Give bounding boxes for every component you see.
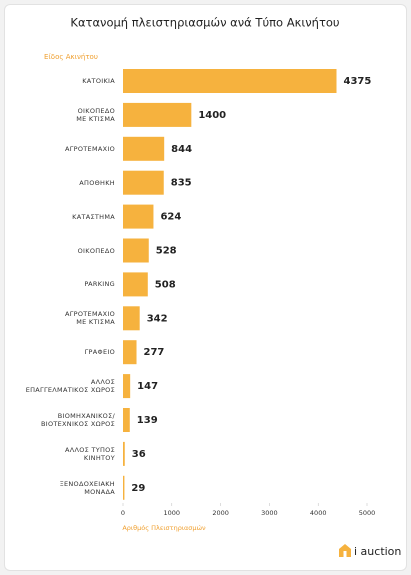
value-label: 844 <box>171 144 192 155</box>
y-tick-label: PARKING <box>84 280 115 289</box>
bar <box>123 102 192 127</box>
value-label: 528 <box>156 246 177 257</box>
value-label: 4375 <box>344 76 372 87</box>
x-tick-label: 3000 <box>261 509 278 517</box>
y-tick-label: ΟΙΚΟΠΕΔΟ ΜΕ ΚΤΙΣΜΑ <box>76 106 115 123</box>
y-tick-label: ΑΛΛΟΣ ΤΥΠΟΣ ΚΙΝΗΤΟΥ <box>65 445 115 462</box>
x-tick-label: 0 <box>121 509 125 517</box>
x-tick-label: 4000 <box>310 509 327 517</box>
y-tick-label: ΟΙΚΟΠΕΔΟ <box>77 246 115 255</box>
value-label: 29 <box>131 483 145 494</box>
y-tick-label: ΑΓΡΟΤΕΜΑΧΙΟ ΜΕ ΚΤΙΣΜΑ <box>64 310 115 327</box>
bar <box>123 306 140 331</box>
x-tick-label: 2000 <box>212 509 229 517</box>
value-label: 277 <box>144 347 165 358</box>
bar <box>123 69 337 93</box>
logo-icon <box>339 544 351 557</box>
bar <box>123 475 125 500</box>
bar <box>123 408 130 432</box>
y-tick-label: ΑΠΟΘΗΚΗ <box>79 178 115 187</box>
chart-title: Κατανομή πλειστηριασμών ανά Τύπο Ακινήτο… <box>70 16 339 30</box>
y-tick-label: ΑΓΡΟΤΕΜΑΧΙΟ <box>64 144 115 153</box>
x-tick-label: 5000 <box>359 509 376 517</box>
y-tick-label: ΓΡΑΦΕΙΟ <box>84 348 115 357</box>
x-tick-label: 1000 <box>164 509 181 517</box>
card <box>4 4 407 571</box>
value-label: 1400 <box>198 110 226 121</box>
y-tick-label: ΞΕΝΟΔΟΧΕΙΑΚΗ ΜΟΝΑΔΑ <box>59 479 115 496</box>
value-label: 624 <box>160 212 181 223</box>
y-tick-label: ΑΛΛΟΣ ΕΠΑΓΓΕΛΜΑΤΙΚΟΣ ΧΩΡΟΣ <box>25 378 115 395</box>
bar <box>123 272 148 297</box>
bar <box>123 340 137 365</box>
brand: i auction <box>354 545 401 558</box>
x-axis-label: Αριθμός Πλειστηριασμών <box>122 524 206 532</box>
bar <box>123 374 131 399</box>
value-label: 147 <box>137 381 158 392</box>
value-label: 835 <box>171 178 192 189</box>
value-label: 139 <box>137 415 158 426</box>
value-label: 342 <box>147 313 168 324</box>
y-tick-label: ΒΙΟΜΗΧΑΝΙΚΟΣ/ ΒΙΟΤΕΧΝΙΚΟΣ ΧΩΡΟΣ <box>40 412 115 428</box>
bar <box>123 170 164 195</box>
y-axis-label: Είδος Ακινήτου <box>44 53 98 61</box>
bar <box>123 204 154 229</box>
bar <box>123 136 165 161</box>
bar <box>123 441 125 466</box>
value-label: 36 <box>132 449 146 460</box>
bar <box>123 238 149 263</box>
y-tick-label: ΚΑΤΟΙΚΙΑ <box>82 77 115 85</box>
y-tick-label: ΚΑΤΑΣΤΗΜΑ <box>72 212 115 221</box>
value-label: 508 <box>155 279 176 290</box>
